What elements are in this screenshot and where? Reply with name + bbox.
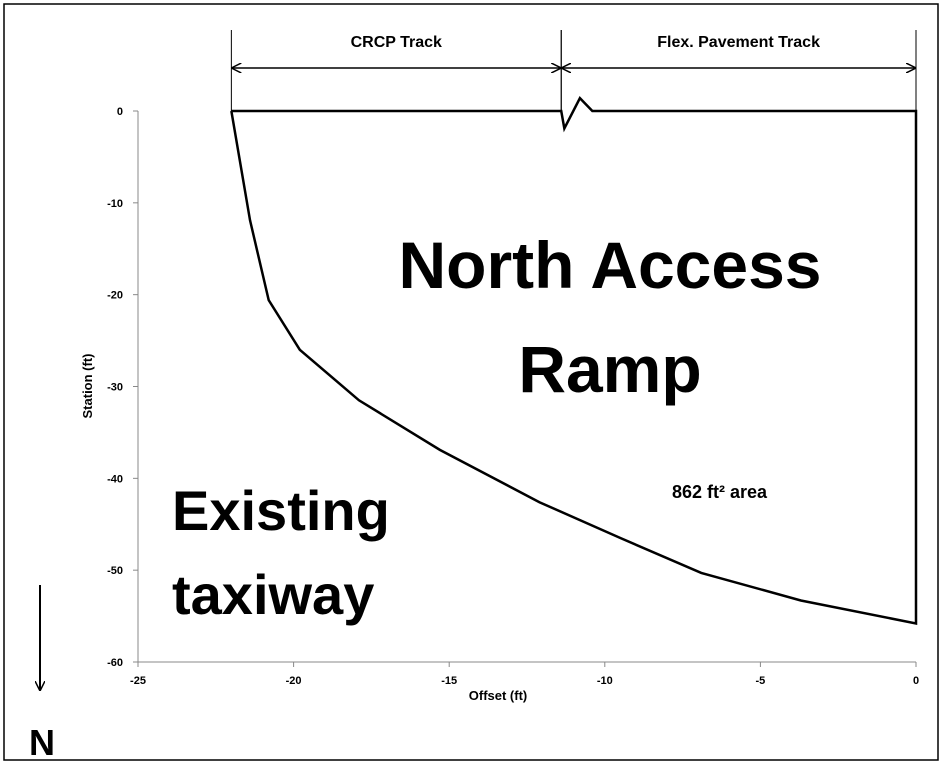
y-tick-label: -20 [107,290,123,302]
outline [230,96,918,625]
span-label: Flex. Pavement Track [657,34,820,51]
annotation: Existing [172,479,390,542]
y-axis-label: Station (ft) [80,354,95,419]
annotation: taxiway [172,563,374,626]
frame [3,3,939,761]
annotation: North Access [398,228,821,302]
y-tick-label: 0 [117,106,123,118]
x-tick-label: -10 [597,675,613,687]
y-tick-label: -40 [107,473,123,485]
annotation: Ramp [518,332,701,406]
annotation: N [29,722,55,763]
x-tick-label: 0 [913,675,919,687]
y-tick-label: -60 [107,657,123,669]
y-tick-label: -50 [107,565,123,577]
annotation: 862 ft² area [672,482,768,502]
x-tick-label: -15 [441,675,457,687]
y-tick-label: -10 [107,198,123,210]
span-label: CRCP Track [351,34,442,51]
y-tick-label: -30 [107,382,123,394]
x-tick-label: -20 [286,675,302,687]
x-tick-label: -25 [130,675,146,687]
x-tick-label: -5 [756,675,766,687]
x-axis-label: Offset (ft) [469,688,528,703]
